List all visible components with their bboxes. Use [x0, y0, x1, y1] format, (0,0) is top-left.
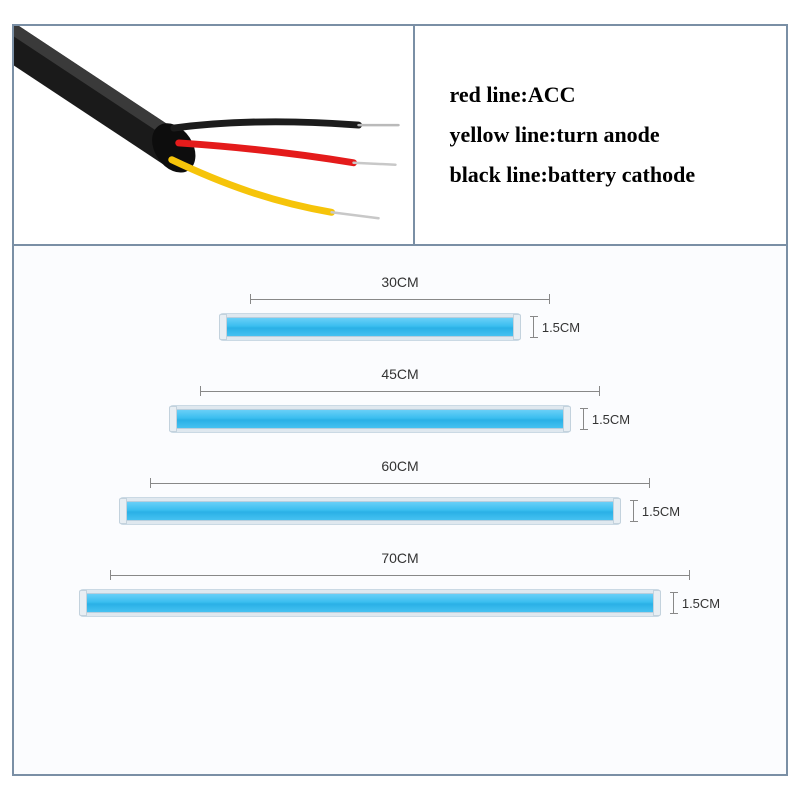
- height-dimension: 1.5CM: [630, 500, 680, 522]
- led-bar: [170, 406, 570, 432]
- sizes-cell: 30CM 1.5CM 45CM: [14, 246, 786, 774]
- led-bar: [120, 498, 620, 524]
- length-dimension: 30CM: [250, 290, 550, 308]
- height-label: 1.5CM: [542, 320, 580, 335]
- length-dimension: 45CM: [200, 382, 600, 400]
- legend-cell: red line:ACC yellow line:turn anode blac…: [415, 26, 786, 244]
- diagram-frame: red line:ACC yellow line:turn anode blac…: [12, 24, 788, 776]
- height-label: 1.5CM: [592, 412, 630, 427]
- size-row-45: 45CM 1.5CM: [14, 382, 786, 432]
- size-row-60: 60CM 1.5CM: [14, 474, 786, 524]
- height-dimension: 1.5CM: [670, 592, 720, 614]
- size-row-30: 30CM 1.5CM: [14, 290, 786, 340]
- length-label: 60CM: [381, 458, 418, 474]
- length-label: 45CM: [381, 366, 418, 382]
- length-label: 30CM: [381, 274, 418, 290]
- legend-line-black: black line:battery cathode: [449, 162, 786, 188]
- legend-line-yellow: yellow line:turn anode: [449, 122, 786, 148]
- height-dimension: 1.5CM: [530, 316, 580, 338]
- length-dimension: 70CM: [110, 566, 690, 584]
- height-dimension: 1.5CM: [580, 408, 630, 430]
- wire-illustration: [14, 26, 413, 244]
- length-dimension: 60CM: [150, 474, 650, 492]
- wire-photo-cell: [14, 26, 415, 244]
- led-bar: [80, 590, 660, 616]
- page: red line:ACC yellow line:turn anode blac…: [0, 0, 800, 800]
- height-label: 1.5CM: [642, 504, 680, 519]
- top-row: red line:ACC yellow line:turn anode blac…: [14, 26, 786, 246]
- length-label: 70CM: [381, 550, 418, 566]
- legend-line-red: red line:ACC: [449, 82, 786, 108]
- height-label: 1.5CM: [682, 596, 720, 611]
- led-bar: [220, 314, 520, 340]
- size-row-70: 70CM 1.5CM: [14, 566, 786, 616]
